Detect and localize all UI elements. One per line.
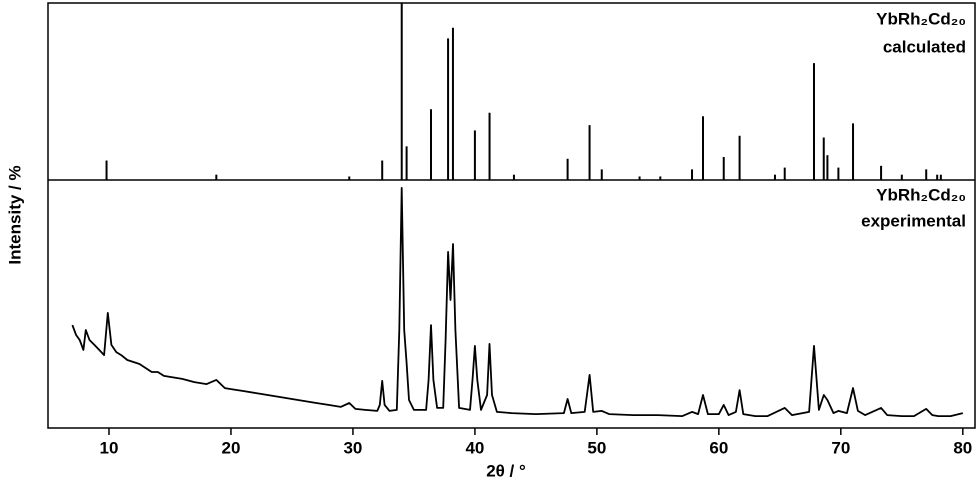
plot-frame [47, 2, 976, 429]
x-tick-label: 50 [587, 438, 606, 457]
experimental-pattern [71, 187, 964, 417]
y-axis-label: Intensity / % [5, 165, 24, 264]
x-tick-label: 70 [831, 438, 850, 457]
panel-annotation: YbRh₂Cd₂₀ [876, 9, 966, 28]
x-tick-label: 20 [221, 438, 240, 457]
panel-annotation: YbRh₂Cd₂₀ [876, 185, 966, 204]
x-tick-label: 40 [465, 438, 484, 457]
x-tick-label: 10 [100, 438, 119, 457]
panel-annotation: calculated [883, 37, 966, 56]
x-axis-label: 2θ / ° [486, 461, 526, 480]
x-tick-label: 30 [343, 438, 362, 457]
x-tick-label: 80 [953, 438, 972, 457]
x-tick-label: 60 [709, 438, 728, 457]
panel-annotation: experimental [861, 211, 966, 230]
